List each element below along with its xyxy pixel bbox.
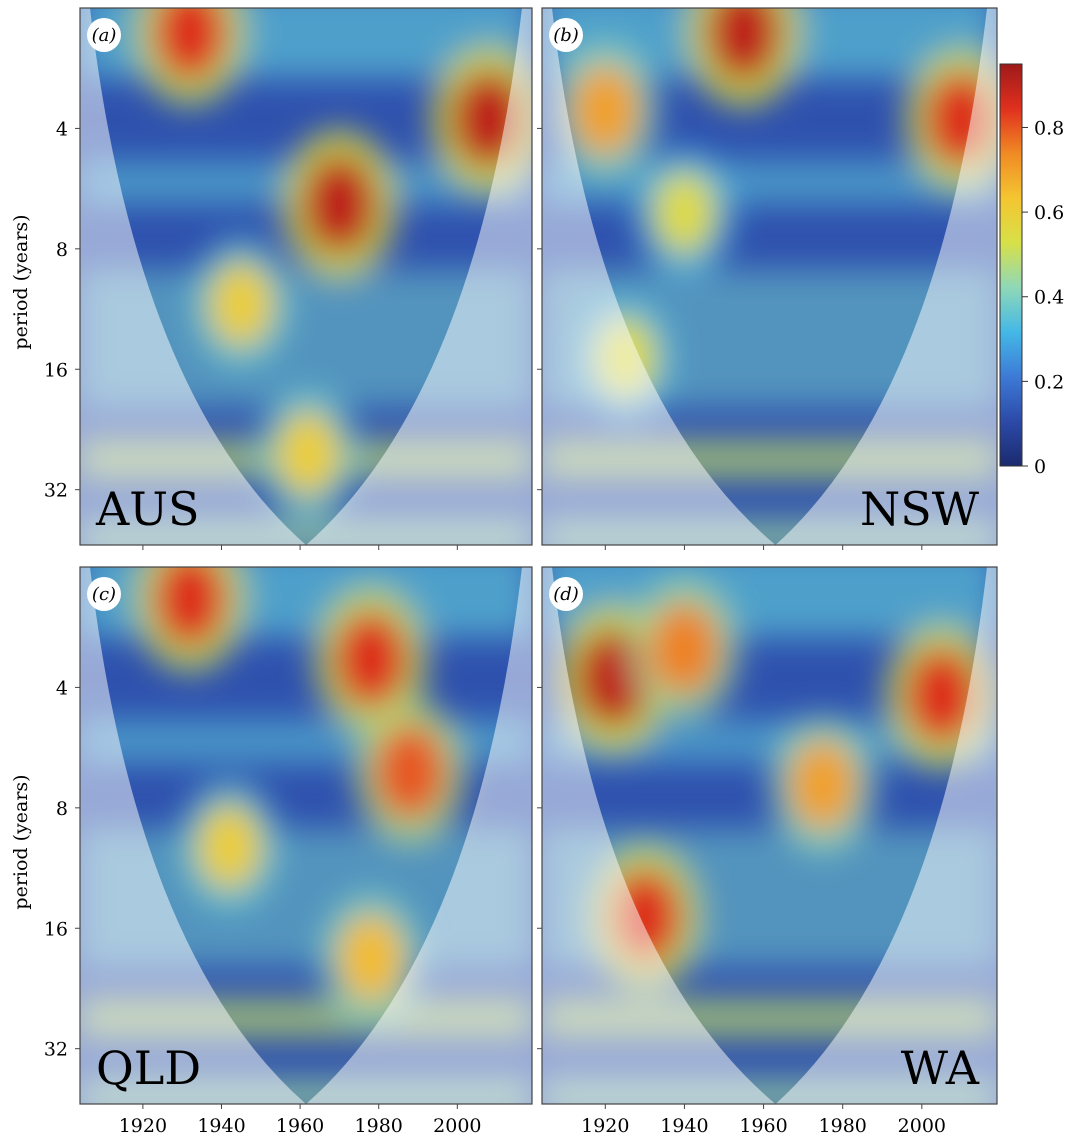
hotspot-core — [301, 154, 378, 255]
hotspot-core — [705, 8, 782, 83]
region-label: QLD — [96, 1041, 201, 1095]
x-tick-label: 1920 — [119, 1115, 167, 1137]
x-tick-label: 2000 — [898, 1115, 946, 1137]
region-label: WA — [901, 1041, 980, 1095]
colorbar-tick-label: 0.4 — [1034, 287, 1064, 309]
x-tick-label: 1920 — [581, 1115, 629, 1137]
hotspot-core — [652, 170, 717, 255]
panel-letter: (b) — [553, 25, 579, 46]
panel-letter-badge — [549, 577, 583, 611]
x-tick-label: 1980 — [355, 1115, 403, 1137]
y-tick-label: 4 — [56, 118, 68, 140]
heatmap-layer — [542, 567, 997, 1104]
panel-frame — [541, 566, 998, 1105]
colorbar: 0 0.2 0.4 0.6 0.8 — [999, 63, 1064, 478]
hotspot-core — [152, 8, 228, 81]
hotspot-core — [904, 647, 979, 745]
hotspot-core — [337, 913, 405, 1003]
panel-letter: (d) — [553, 584, 579, 605]
hotspot-core — [208, 260, 274, 348]
x-tick-label: 2000 — [433, 1115, 481, 1137]
y-axis-label-bottom: period (years) — [10, 774, 32, 909]
y-tick-label: 16 — [44, 359, 68, 381]
region-label: NSW — [860, 482, 980, 536]
panel-aus: (a) AUS — [79, 7, 533, 546]
panel-wa: (d) WA — [541, 566, 998, 1105]
panel-frame — [79, 7, 533, 546]
y-axis-label-top: period (years) — [10, 214, 32, 349]
panel-letter: (a) — [92, 25, 117, 46]
x-tick-label: 1960 — [739, 1115, 787, 1137]
cone-of-influence-shade — [542, 8, 997, 545]
x-tick-label: 1960 — [276, 1115, 324, 1137]
y-tick-label: 32 — [44, 1039, 68, 1061]
colorbar-tick-label: 0.6 — [1034, 202, 1064, 224]
cone-of-influence-shade — [542, 567, 997, 1104]
colorbar-gradient — [999, 63, 1023, 467]
cone-of-influence-shade — [80, 567, 532, 1104]
colorbar-tick-label: 0.2 — [1034, 371, 1064, 393]
x-tick-label: 1940 — [197, 1115, 245, 1137]
hotspot-core — [570, 64, 640, 156]
panels-layer: (a) AUS (b) NSW (c) QLD (d) WA — [79, 7, 998, 1105]
panel-nsw: (b) NSW — [541, 7, 998, 546]
cone-of-influence-shade — [80, 8, 532, 545]
hotspot-core — [196, 803, 263, 890]
y-tick-label: 8 — [56, 798, 68, 820]
y-tick-label: 4 — [56, 677, 68, 699]
panel-letter-badge — [87, 577, 121, 611]
colorbar-tick-label: 0 — [1034, 456, 1046, 478]
panel-letter-badge — [549, 18, 583, 52]
x-tick-label: 1940 — [660, 1115, 708, 1137]
x-tick-label: 1980 — [819, 1115, 867, 1137]
panel-letter-badge — [87, 18, 121, 52]
colorbar-tick-label: 0.8 — [1034, 117, 1064, 139]
y-tick-label: 32 — [44, 480, 68, 502]
region-label: AUS — [95, 482, 200, 536]
hotspot-core — [788, 739, 858, 831]
panel-frame — [541, 7, 998, 546]
panel-letter: (c) — [92, 584, 116, 605]
y-tick-label: 8 — [56, 239, 68, 261]
hotspot-core — [275, 410, 341, 497]
hotspot-core — [648, 602, 720, 696]
hotspot-core — [373, 724, 447, 820]
y-tick-label: 16 — [44, 918, 68, 940]
hotspot-core — [152, 567, 228, 648]
hotspot-core — [333, 610, 409, 708]
panel-qld: (c) QLD — [79, 566, 533, 1105]
panel-frame — [79, 566, 533, 1105]
